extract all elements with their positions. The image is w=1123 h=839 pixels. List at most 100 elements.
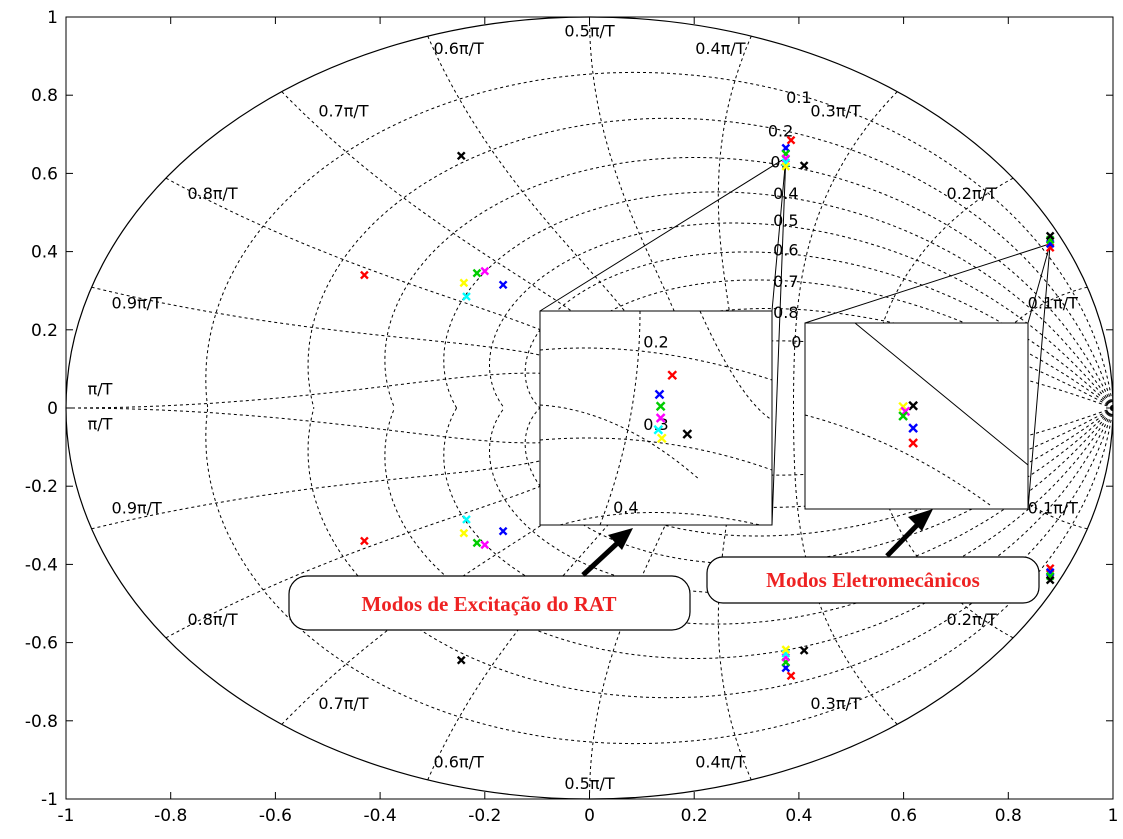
grid-label: π/T (88, 379, 113, 398)
grid-labels: 0.5π/T0.4π/T0.6π/T0.3π/T0.7π/T0.2π/T0.8π… (88, 22, 1079, 794)
electromechanical-arrowhead (908, 509, 933, 531)
x-tick-label: -1 (58, 806, 75, 826)
frequency-curve (793, 408, 898, 725)
grid-label: 0.8π/T (187, 610, 237, 629)
connector-line (771, 157, 787, 312)
pole-marker (654, 389, 665, 400)
pole-markers (360, 135, 1055, 681)
y-tick-label: 0.8 (31, 86, 58, 106)
y-tick-label: -0.8 (25, 712, 58, 732)
pole-marker (799, 161, 809, 170)
inset-connector-segment (854, 322, 1029, 466)
grid-label: 0.5π/T (564, 774, 614, 793)
pole-marker (799, 646, 809, 655)
pole-marker (456, 655, 466, 665)
grid-label: 0.7 (773, 272, 798, 291)
pole-marker (781, 162, 791, 171)
pole-marker (908, 400, 919, 411)
pole-marker (655, 413, 666, 423)
inset-connector-lines (539, 157, 1051, 526)
y-tick-label: 0.4 (31, 243, 58, 263)
x-tick-label: 0 (584, 806, 595, 826)
x-tick-label: -0.2 (468, 806, 501, 826)
axis-ticks: -1 -0.8 -0.6 -0.4 -0.2 0 0.2 0.4 0.6 0.8 1 1 0.8 0.6 0… (25, 8, 1119, 826)
grid-label: 0.8 (773, 303, 798, 322)
x-tick-label: 0.8 (995, 806, 1022, 826)
grid-label: 0.1π/T (1028, 499, 1078, 518)
grid-label: 0.2π/T (947, 184, 997, 203)
connector-line (771, 157, 787, 526)
pole-marker (655, 401, 666, 412)
grid-label: 0.7π/T (318, 102, 368, 121)
x-tick-label: -0.4 (364, 806, 397, 826)
pole-marker (1045, 575, 1055, 585)
frequency-curve (868, 408, 1014, 639)
grid-label: 0.9π/T (112, 293, 162, 312)
pole-marker (781, 645, 791, 654)
inset-grid-curve (599, 310, 641, 526)
grid-label: 0.3π/T (810, 694, 860, 713)
grid-label: 0.6π/T (434, 753, 484, 772)
grid-label: 0.2 (768, 121, 793, 140)
pole-marker (360, 536, 369, 546)
y-tick-label: -0.2 (25, 477, 58, 497)
pole-marker (472, 538, 482, 548)
grid-label: 0.9π/T (112, 499, 162, 518)
excitation-callout-label: Modos de Excitação do RAT (361, 592, 616, 616)
frequency-curve (427, 35, 670, 408)
grid-label: 0.1 (786, 88, 811, 107)
pole-marker (908, 423, 919, 433)
excitation-arrowhead (608, 528, 633, 550)
damping-curve (443, 191, 1114, 409)
electromechanical-callout-box (706, 556, 1040, 604)
damping-curve (524, 251, 1114, 409)
electromechanical-callout-label: Modos Eletromecânicos (766, 568, 980, 592)
y-tick-label: -1 (41, 790, 58, 810)
x-tick-label: -0.6 (259, 806, 292, 826)
pole-marker (498, 280, 508, 290)
y-tick-label: 0 (47, 399, 58, 419)
pole-marker (786, 671, 796, 681)
pole-marker (472, 268, 482, 278)
pole-marker (653, 424, 664, 435)
connector-line (539, 157, 787, 312)
pole-marker (360, 270, 369, 280)
grid-label: 0.1π/T (1028, 293, 1078, 312)
damping-curve (384, 407, 1114, 659)
electromechanical-modes-inset (804, 322, 1029, 510)
frequency-curve (868, 177, 1014, 408)
grid-label: 0.6π/T (434, 39, 484, 58)
grid-label: π/T (88, 415, 113, 434)
x-tick-label: 0.2 (681, 806, 708, 826)
connector-line (804, 243, 1051, 324)
grid-label: 0.4π/T (695, 753, 745, 772)
damping-curve (384, 157, 1114, 409)
y-tick-label: 0.2 (31, 321, 58, 341)
x-tick-label: -0.8 (154, 806, 187, 826)
pole-marker (498, 526, 508, 536)
grid-label: 0.8π/T (187, 184, 237, 203)
grid-label: 0.7π/T (318, 694, 368, 713)
inset-grid-label: 0.2 (643, 332, 668, 351)
grid-label: 0.2π/T (947, 610, 997, 629)
x-tick-label: 0.6 (890, 806, 917, 826)
y-tick-label: -0.6 (25, 634, 58, 654)
pole-marker (908, 438, 919, 448)
pole-marker (480, 540, 490, 550)
frequency-curve (589, 16, 699, 408)
pole-marker (786, 135, 796, 145)
damping-curve (489, 222, 1114, 409)
pole-marker (480, 266, 490, 276)
grid-label: 0.4π/T (695, 39, 745, 58)
pole-marker (462, 292, 471, 301)
grid-label: 0. (770, 153, 785, 172)
annotations: Modos de Excitação do RAT Modos Eletrome… (288, 509, 1040, 631)
inset-grid-curve (804, 414, 991, 506)
inset-grid-label: 0.4 (613, 498, 638, 517)
pole-marker (667, 370, 678, 381)
y-tick-label: -0.4 (25, 555, 58, 575)
pole-marker (656, 433, 667, 444)
grid-label: 0.6 (773, 241, 798, 260)
grid-label: 0.5 (773, 211, 798, 230)
pole-marker (682, 429, 693, 439)
